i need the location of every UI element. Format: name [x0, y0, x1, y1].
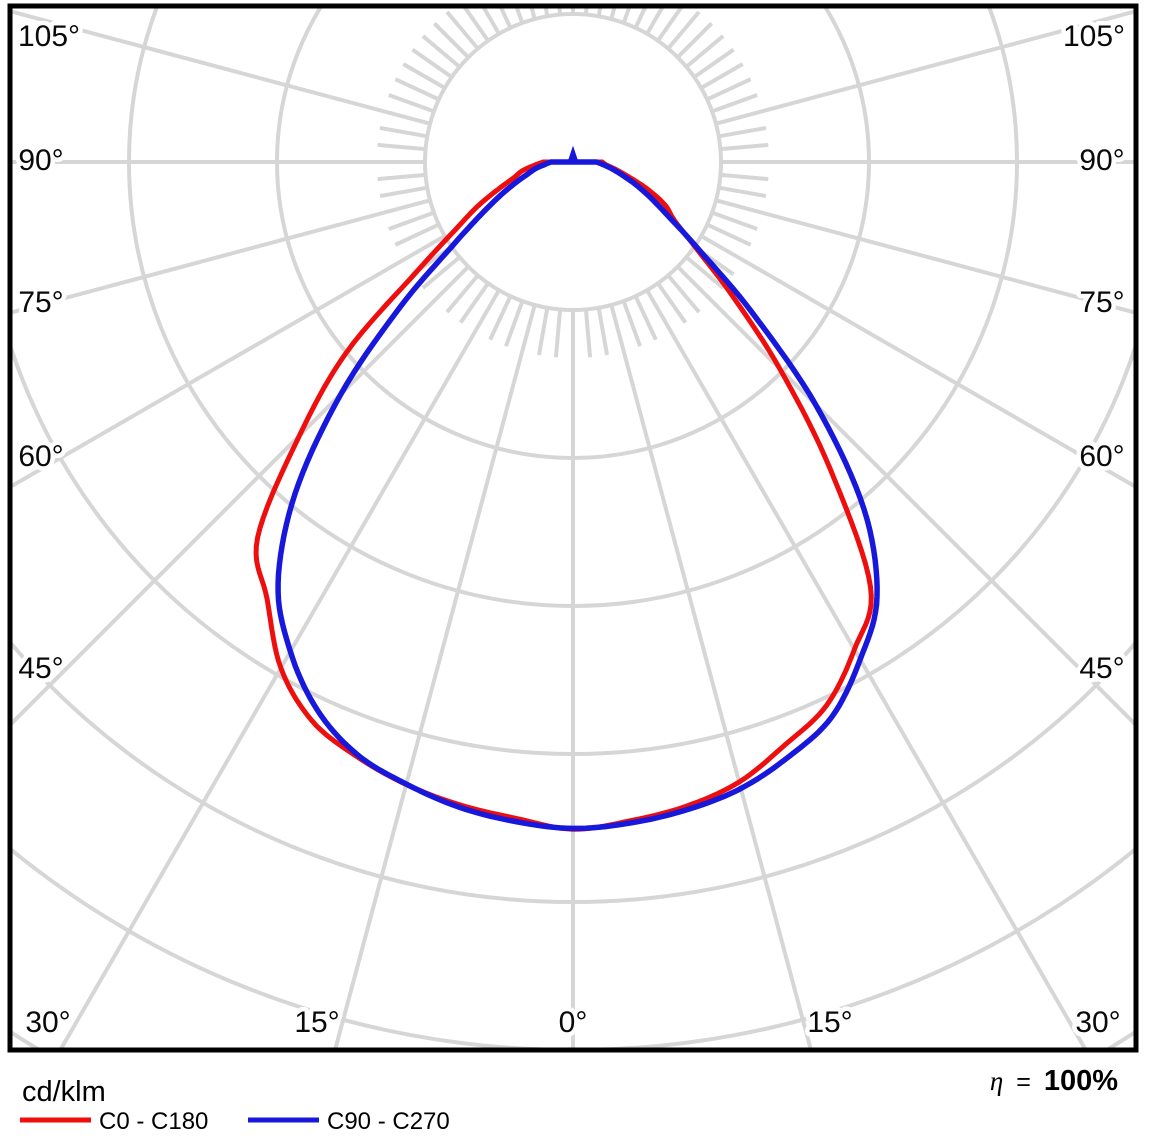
angle-label: 30°	[25, 1006, 70, 1039]
grid-ray	[12, 198, 431, 315]
angle-label: 15°	[807, 1006, 852, 1039]
grid-tick	[685, 255, 725, 290]
grid-tick	[482, 8, 501, 35]
angle-label: 45°	[18, 652, 63, 685]
grid-tick	[596, 307, 610, 356]
grid-ray	[715, 198, 1134, 315]
grid-tick	[379, 125, 428, 139]
c90-apex-spike	[566, 145, 580, 164]
angle-label: 90°	[1079, 144, 1124, 177]
grid-tick	[504, 300, 525, 347]
grid-tick	[633, 295, 658, 341]
grid-tick	[458, 282, 490, 324]
grid-ray	[645, 289, 1087, 1048]
angle-label: 75°	[1079, 286, 1124, 319]
grid-tick	[609, 8, 617, 20]
grid-ray	[12, 265, 470, 726]
grid-tick	[666, 10, 701, 50]
grid-tick	[666, 274, 701, 314]
angle-labels: 105° 90° 75° 60° 45° 30° 15° 0° 15° 30° 45° 60° 75° 9…	[13, 16, 1129, 1044]
grid-tick	[656, 282, 688, 324]
angle-label: 75°	[18, 286, 63, 319]
angle-label: 90°	[18, 144, 63, 177]
angle-label: 0°	[559, 1006, 588, 1039]
grid-tick	[402, 62, 446, 90]
grid-tick	[536, 307, 550, 356]
grid-tick	[445, 274, 480, 314]
grid-ray	[700, 234, 1134, 488]
grid-tick	[394, 222, 440, 247]
grid-ray	[715, 9, 1134, 126]
grid-tick	[645, 8, 664, 35]
eta-symbol: η	[990, 1066, 1003, 1096]
grid-tick	[432, 21, 470, 59]
grid-tick	[529, 8, 537, 20]
legend-label-c0: C0 - C180	[99, 1108, 208, 1135]
angle-label: 105°	[18, 20, 80, 53]
grid-tick	[421, 34, 461, 69]
grid-tick	[553, 309, 563, 358]
grid-tick	[515, 8, 525, 24]
grid-tick	[711, 210, 758, 231]
grid-tick	[411, 47, 453, 79]
grid-ray	[333, 304, 537, 1048]
angle-label: 60°	[18, 440, 63, 473]
curve-c0-c180	[253, 159, 874, 832]
grid-tick	[700, 62, 744, 90]
grid-tick	[388, 210, 435, 231]
efficiency-readout: η = 100%	[990, 1065, 1118, 1097]
grid-ring	[12, 346, 1134, 756]
grid-tick	[377, 172, 426, 182]
grid-tick	[394, 77, 440, 102]
angle-label: 30°	[1075, 1006, 1120, 1039]
grid-tick	[377, 142, 426, 152]
grid-tick	[633, 8, 647, 29]
grid-ray	[12, 9, 431, 126]
grid-tick	[685, 34, 725, 69]
grid-tick	[379, 185, 428, 199]
grid-tick	[706, 222, 752, 247]
grid-tick	[676, 21, 714, 59]
grid-ray	[12, 234, 446, 488]
grid-tick	[499, 8, 513, 29]
unit-label: cd/klm	[22, 1076, 106, 1108]
angle-label: 60°	[1079, 440, 1124, 473]
grid-tick	[583, 309, 593, 358]
grid-ray	[609, 304, 813, 1048]
grid-tick	[621, 300, 642, 347]
grid-tick	[720, 172, 769, 182]
grid-tick	[388, 93, 435, 114]
grid-tick	[720, 142, 769, 152]
grid-tick	[463, 8, 490, 42]
grid-tick	[706, 77, 752, 102]
plot-border	[7, 3, 1139, 1053]
grid-ring	[12, 641, 1134, 904]
curve-c90-c270	[275, 159, 880, 832]
angle-label: 15°	[294, 1006, 339, 1039]
legend: cd/klm C0 - C180 C90 - C270 η = 100%	[20, 1065, 1118, 1135]
eta-value: 100%	[1044, 1065, 1118, 1097]
grid-ray	[59, 289, 501, 1048]
grid-tick	[718, 125, 767, 139]
grid-tick	[421, 255, 461, 290]
angle-label: 105°	[1063, 20, 1125, 53]
grid-ray	[676, 265, 1134, 726]
grid-tick	[718, 185, 767, 199]
grid-tick	[693, 47, 735, 79]
legend-label-c90: C90 - C270	[327, 1108, 450, 1135]
eta-equals: =	[1016, 1068, 1031, 1096]
intensity-curves	[253, 145, 880, 832]
grid-tick	[488, 295, 513, 341]
grid-ring	[12, 847, 1134, 1048]
grid-tick	[711, 93, 758, 114]
grid-tick	[445, 10, 480, 50]
grid-tick	[656, 8, 683, 42]
angle-label: 45°	[1079, 652, 1124, 685]
grid-tick	[621, 8, 631, 24]
